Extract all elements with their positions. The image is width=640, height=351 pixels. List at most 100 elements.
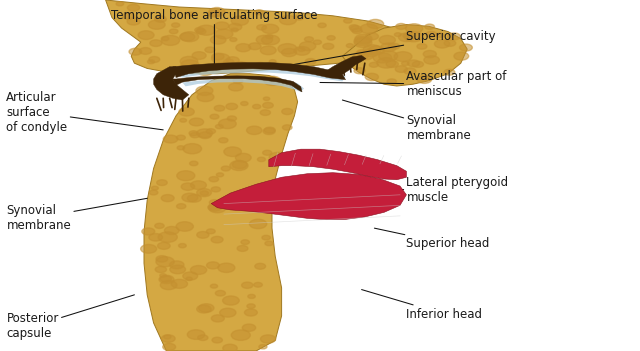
- Circle shape: [191, 265, 207, 274]
- Circle shape: [212, 53, 224, 60]
- Circle shape: [263, 128, 275, 134]
- Circle shape: [300, 42, 316, 51]
- Circle shape: [226, 103, 237, 110]
- Circle shape: [196, 232, 209, 238]
- Circle shape: [224, 59, 234, 65]
- Circle shape: [381, 43, 397, 52]
- Text: Superior head: Superior head: [374, 228, 490, 251]
- Circle shape: [230, 38, 237, 41]
- Circle shape: [215, 22, 229, 29]
- Circle shape: [154, 16, 166, 22]
- Circle shape: [360, 24, 378, 34]
- Circle shape: [221, 166, 230, 171]
- Circle shape: [176, 222, 193, 231]
- Circle shape: [436, 33, 444, 37]
- Circle shape: [161, 37, 169, 41]
- Circle shape: [177, 204, 186, 209]
- Circle shape: [211, 187, 220, 192]
- Circle shape: [253, 104, 260, 109]
- Circle shape: [233, 78, 243, 84]
- Circle shape: [237, 245, 248, 251]
- Circle shape: [305, 59, 316, 65]
- Circle shape: [177, 171, 195, 181]
- Circle shape: [228, 24, 242, 31]
- Circle shape: [209, 177, 219, 182]
- Circle shape: [417, 75, 432, 84]
- Circle shape: [369, 62, 378, 67]
- Text: Synovial
membrane: Synovial membrane: [342, 100, 471, 142]
- Circle shape: [183, 272, 198, 280]
- Circle shape: [282, 48, 296, 57]
- Circle shape: [223, 296, 239, 305]
- Circle shape: [379, 35, 396, 44]
- Circle shape: [363, 45, 381, 54]
- Circle shape: [294, 15, 303, 20]
- Circle shape: [369, 46, 384, 54]
- Circle shape: [149, 57, 160, 62]
- Circle shape: [435, 40, 450, 48]
- Circle shape: [170, 29, 178, 34]
- Circle shape: [377, 58, 396, 68]
- Circle shape: [208, 204, 222, 211]
- Circle shape: [179, 107, 195, 116]
- Circle shape: [155, 223, 164, 229]
- Circle shape: [425, 24, 435, 29]
- Circle shape: [206, 229, 215, 234]
- Circle shape: [231, 330, 250, 340]
- Circle shape: [354, 38, 372, 47]
- Circle shape: [266, 204, 276, 210]
- Circle shape: [177, 146, 184, 150]
- Circle shape: [246, 126, 262, 134]
- Circle shape: [448, 33, 460, 40]
- Circle shape: [257, 157, 266, 161]
- Circle shape: [148, 20, 165, 29]
- Circle shape: [211, 35, 226, 44]
- Circle shape: [219, 119, 236, 128]
- Circle shape: [206, 129, 216, 134]
- Text: Articular
surface
of condyle: Articular surface of condyle: [6, 91, 163, 134]
- Polygon shape: [342, 25, 467, 86]
- Polygon shape: [173, 76, 302, 92]
- Circle shape: [227, 116, 237, 121]
- Text: Synovial
membrane: Synovial membrane: [6, 198, 147, 232]
- Circle shape: [179, 244, 186, 248]
- Polygon shape: [182, 78, 304, 92]
- Circle shape: [228, 83, 243, 91]
- Circle shape: [197, 25, 216, 35]
- Polygon shape: [211, 173, 406, 220]
- Circle shape: [259, 344, 267, 349]
- Circle shape: [211, 236, 223, 243]
- Circle shape: [156, 256, 168, 262]
- Circle shape: [241, 101, 248, 106]
- Circle shape: [189, 161, 198, 166]
- Circle shape: [209, 200, 220, 205]
- Circle shape: [256, 35, 273, 44]
- Circle shape: [160, 276, 172, 282]
- Circle shape: [181, 60, 199, 70]
- Circle shape: [140, 48, 152, 54]
- Circle shape: [180, 33, 195, 41]
- Circle shape: [123, 13, 135, 20]
- Circle shape: [231, 16, 248, 25]
- Circle shape: [216, 125, 223, 129]
- Circle shape: [395, 66, 407, 72]
- Circle shape: [226, 57, 239, 64]
- Circle shape: [248, 43, 261, 50]
- Circle shape: [269, 152, 287, 162]
- Circle shape: [318, 23, 326, 28]
- Circle shape: [160, 280, 177, 290]
- Circle shape: [356, 50, 367, 55]
- Circle shape: [460, 44, 472, 51]
- Circle shape: [207, 262, 220, 269]
- Circle shape: [247, 304, 255, 309]
- Circle shape: [282, 125, 292, 130]
- Circle shape: [253, 283, 262, 287]
- Polygon shape: [144, 74, 298, 351]
- Circle shape: [424, 56, 440, 64]
- Circle shape: [155, 266, 166, 273]
- Circle shape: [198, 304, 214, 312]
- Circle shape: [215, 290, 225, 296]
- Polygon shape: [269, 149, 406, 180]
- Circle shape: [158, 232, 177, 242]
- Circle shape: [182, 193, 198, 202]
